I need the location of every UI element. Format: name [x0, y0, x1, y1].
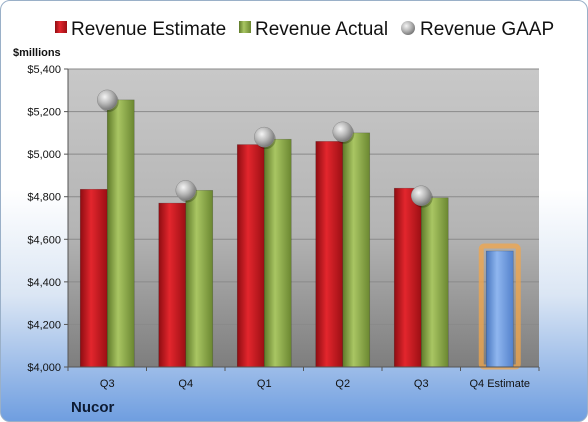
y-tick-label-5000: $5,000 — [27, 149, 61, 161]
bar-revenue-actual-1[interactable] — [185, 190, 214, 368]
bar-revenue-estimate-4[interactable] — [393, 187, 422, 368]
x-tick-label-q4-1: Q4 — [178, 378, 193, 390]
bar-revenue-actual-4[interactable] — [420, 197, 449, 368]
x-tick-label-q3-0: Q3 — [100, 378, 115, 390]
bar-revenue-actual-3[interactable] — [342, 132, 371, 368]
gaap-marker-3[interactable] — [332, 121, 353, 143]
x-axis: Q3 Q4 Q1 Q2 Q3 Q4 Estimate — [67, 366, 540, 390]
y-tick-label-4800: $4,800 — [27, 192, 61, 204]
legend-swatch-revenue-actual — [239, 21, 251, 33]
bar-revenue-actual-0[interactable] — [106, 99, 135, 368]
y-tick-label-4000: $4,000 — [27, 362, 61, 374]
bar-revenue-estimate-0[interactable] — [79, 188, 108, 368]
legend-item-revenue-gaap[interactable]: Revenue GAAP — [401, 19, 554, 40]
gaap-marker-1[interactable] — [175, 180, 196, 201]
gaap-marker-2[interactable] — [254, 126, 275, 148]
legend-label-revenue-estimate: Revenue Estimate — [71, 19, 226, 40]
bar-revenue-estimate-1[interactable] — [158, 202, 187, 368]
gaap-markers — [97, 89, 433, 208]
gaap-marker-4[interactable] — [411, 185, 432, 206]
plot-area — [68, 69, 539, 367]
legend-swatch-revenue-estimate — [55, 21, 67, 33]
legend-item-revenue-estimate[interactable]: Revenue Estimate — [55, 19, 226, 40]
bar-revenue-estimate-2[interactable] — [236, 144, 265, 368]
y-axis-unit-label: $millions — [13, 47, 61, 59]
legend-label-revenue-actual: Revenue Actual — [255, 19, 388, 40]
grid-lines — [68, 68, 539, 368]
x-tick-label-q1-2: Q1 — [257, 378, 272, 390]
y-tick-label-4400: $4,400 — [27, 277, 61, 289]
bar-estimate-5[interactable] — [485, 250, 514, 368]
legend: Revenue Estimate Revenue Actual Revenue … — [55, 19, 554, 40]
y-axis: $4,000 $4,200 $4,400 $4,600 $4,800 $5,000 $5,2… — [27, 64, 69, 374]
x-tick-label-q2-3: Q2 — [335, 378, 350, 390]
legend-label-revenue-gaap: Revenue GAAP — [420, 19, 554, 40]
y-tick-label-4600: $4,600 — [27, 234, 61, 246]
bar-revenue-actual-2[interactable] — [263, 138, 292, 368]
gaap-marker-0[interactable] — [97, 89, 118, 111]
bars — [79, 99, 521, 370]
legend-marker-revenue-gaap — [401, 21, 415, 35]
company-name: Nucor — [71, 399, 115, 416]
x-tick-label-q3-4: Q3 — [414, 378, 429, 390]
y-tick-label-5400: $5,400 — [27, 64, 61, 76]
x-tick-label-q4-estimate-5: Q4 Estimate — [469, 378, 530, 390]
y-tick-label-5200: $5,200 — [27, 107, 61, 119]
bar-revenue-estimate-3[interactable] — [315, 141, 344, 368]
y-tick-label-4200: $4,200 — [27, 319, 61, 331]
legend-item-revenue-actual[interactable]: Revenue Actual — [239, 19, 388, 40]
